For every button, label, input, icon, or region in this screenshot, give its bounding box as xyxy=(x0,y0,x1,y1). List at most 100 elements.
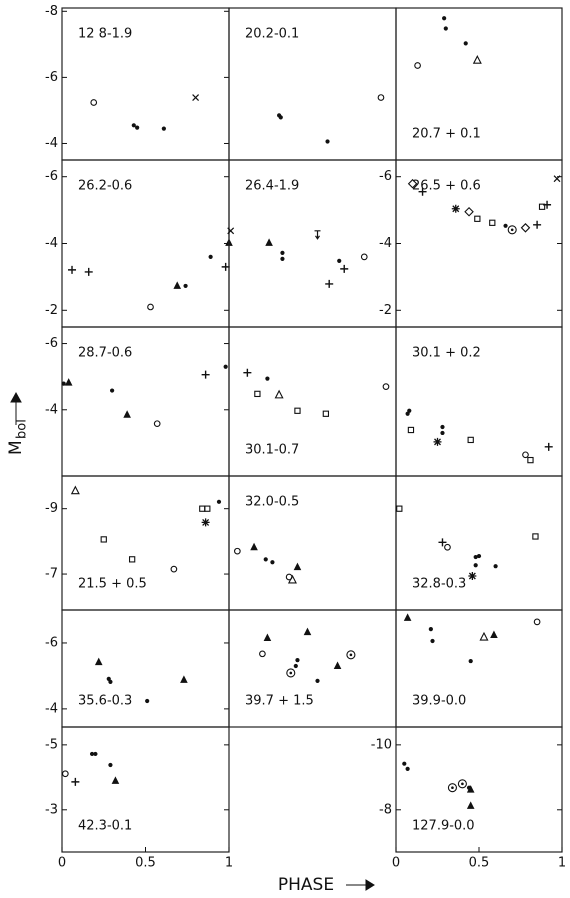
m xyxy=(520,223,531,233)
m xyxy=(303,627,312,636)
m xyxy=(89,751,95,757)
y-tick-label: -6 xyxy=(45,336,58,351)
data-point xyxy=(430,638,435,644)
data-point xyxy=(467,436,474,444)
m xyxy=(532,533,539,540)
y-tick-label: -10 xyxy=(371,737,392,752)
data-point xyxy=(468,658,473,664)
m xyxy=(473,563,478,568)
m xyxy=(145,698,150,704)
data-point xyxy=(254,390,261,398)
data-point xyxy=(208,254,213,259)
data-point xyxy=(473,563,478,568)
data-point xyxy=(110,388,115,393)
data-point xyxy=(227,227,235,235)
y-tick-label: -6 xyxy=(45,635,58,650)
data-point xyxy=(474,215,481,222)
m xyxy=(428,627,433,632)
panel-label: 39.9-0.0 xyxy=(412,694,466,709)
data-point xyxy=(64,378,73,386)
data-point xyxy=(444,543,451,551)
m xyxy=(444,543,451,551)
data-point xyxy=(402,761,407,766)
m xyxy=(263,557,268,562)
m xyxy=(322,410,330,417)
m xyxy=(451,786,454,790)
m xyxy=(533,618,541,626)
data-point xyxy=(418,187,427,196)
m xyxy=(71,777,80,786)
m xyxy=(128,556,136,563)
data-point xyxy=(377,94,385,101)
m xyxy=(451,204,460,213)
data-point xyxy=(265,376,270,381)
m xyxy=(295,657,300,663)
data-point xyxy=(170,565,178,573)
m xyxy=(443,26,448,31)
m xyxy=(265,376,270,381)
m xyxy=(183,283,188,289)
data-point xyxy=(295,657,300,663)
m xyxy=(464,206,474,217)
m xyxy=(135,125,140,130)
data-point xyxy=(94,657,103,666)
data-point xyxy=(457,779,467,789)
data-point xyxy=(468,572,477,581)
m xyxy=(263,633,272,642)
m xyxy=(201,518,210,527)
m xyxy=(407,178,418,189)
m xyxy=(522,451,529,459)
x-tick-label: 0.5 xyxy=(469,856,490,871)
m xyxy=(382,383,390,390)
data-point xyxy=(71,777,80,786)
data-point xyxy=(286,668,296,678)
x-axis-label: PHASE xyxy=(278,875,334,895)
m xyxy=(250,542,258,551)
m xyxy=(493,564,498,569)
data-point xyxy=(443,26,448,31)
data-point xyxy=(428,627,433,632)
panel-label: 26.4-1.9 xyxy=(245,179,299,194)
data-point xyxy=(223,364,228,369)
m xyxy=(259,650,266,658)
data-point xyxy=(265,238,273,246)
data-point xyxy=(337,258,342,263)
data-point xyxy=(61,770,69,778)
panel-label: 127.9-0.0 xyxy=(412,819,475,834)
data-point xyxy=(270,560,275,565)
m xyxy=(123,410,131,418)
m xyxy=(544,442,553,451)
panel-label: 30.1 + 0.2 xyxy=(412,346,481,361)
data-point xyxy=(201,370,210,379)
y-tick-label: -5 xyxy=(45,737,58,752)
m xyxy=(377,94,385,101)
m xyxy=(161,126,166,131)
data-point xyxy=(128,556,136,563)
m xyxy=(407,408,412,413)
m xyxy=(170,565,178,573)
m xyxy=(407,426,415,434)
m xyxy=(533,220,542,229)
x-tick-label: 1 xyxy=(225,856,233,871)
data-point xyxy=(68,265,77,274)
y-axis-label: M xyxy=(6,440,26,455)
data-point xyxy=(533,618,541,626)
m xyxy=(438,538,447,547)
data-point xyxy=(183,283,188,289)
y-tick-label: -3 xyxy=(45,802,58,817)
y-tick-label: -4 xyxy=(379,236,392,251)
data-point xyxy=(527,456,534,464)
x-tick-label: 0.5 xyxy=(135,856,156,871)
data-point xyxy=(173,281,182,289)
m xyxy=(510,228,514,232)
panel-label: 39.7 + 1.5 xyxy=(245,694,314,709)
data-point xyxy=(263,633,272,642)
m xyxy=(396,505,403,512)
y-axis-label-sub: bol xyxy=(15,419,30,439)
m xyxy=(405,766,410,771)
m xyxy=(278,115,283,120)
m xyxy=(111,776,120,784)
panel-frame xyxy=(61,609,230,728)
data-point xyxy=(464,206,474,217)
m xyxy=(466,785,475,793)
